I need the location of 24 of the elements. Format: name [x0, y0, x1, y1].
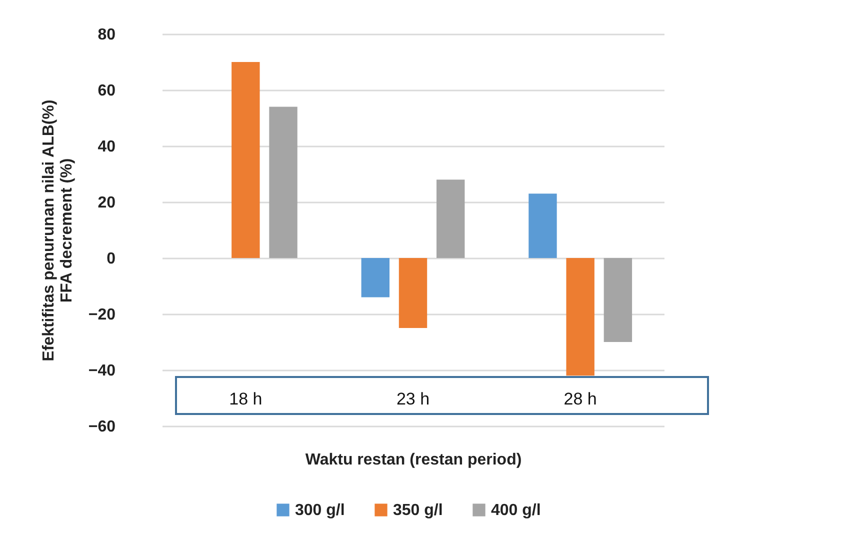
y-tick-label: 0: [106, 250, 116, 268]
bar: [566, 258, 594, 376]
legend-label: 350 g/l: [393, 502, 443, 519]
x-axis-title: Waktu restan (restan period): [305, 452, 522, 468]
bar: [528, 194, 557, 258]
bar: [361, 258, 390, 298]
y-tick-label: −40: [88, 362, 116, 380]
bar: [436, 180, 465, 258]
y-tick-label: 60: [98, 82, 116, 100]
bar: [398, 258, 428, 328]
y-tick-label: −20: [88, 306, 116, 324]
y-tick-label: −60: [88, 418, 116, 436]
legend-label: 300 g/l: [295, 502, 345, 519]
y-tick-label: 40: [98, 138, 116, 156]
bar: [269, 106, 298, 258]
bar: [232, 62, 260, 258]
legend-label: 400 g/l: [491, 502, 541, 519]
x-tick-label: 23 h: [396, 390, 430, 408]
bar: [604, 258, 632, 342]
x-tick-label: 18 h: [229, 390, 262, 408]
y-axis-title: Efektifitas penurunan nilai ALB(%) FFA decrement (%): [40, 100, 76, 362]
x-tick-label: 28 h: [564, 390, 597, 408]
y-tick-label: 80: [98, 26, 116, 44]
y-tick-label: 20: [98, 194, 116, 212]
